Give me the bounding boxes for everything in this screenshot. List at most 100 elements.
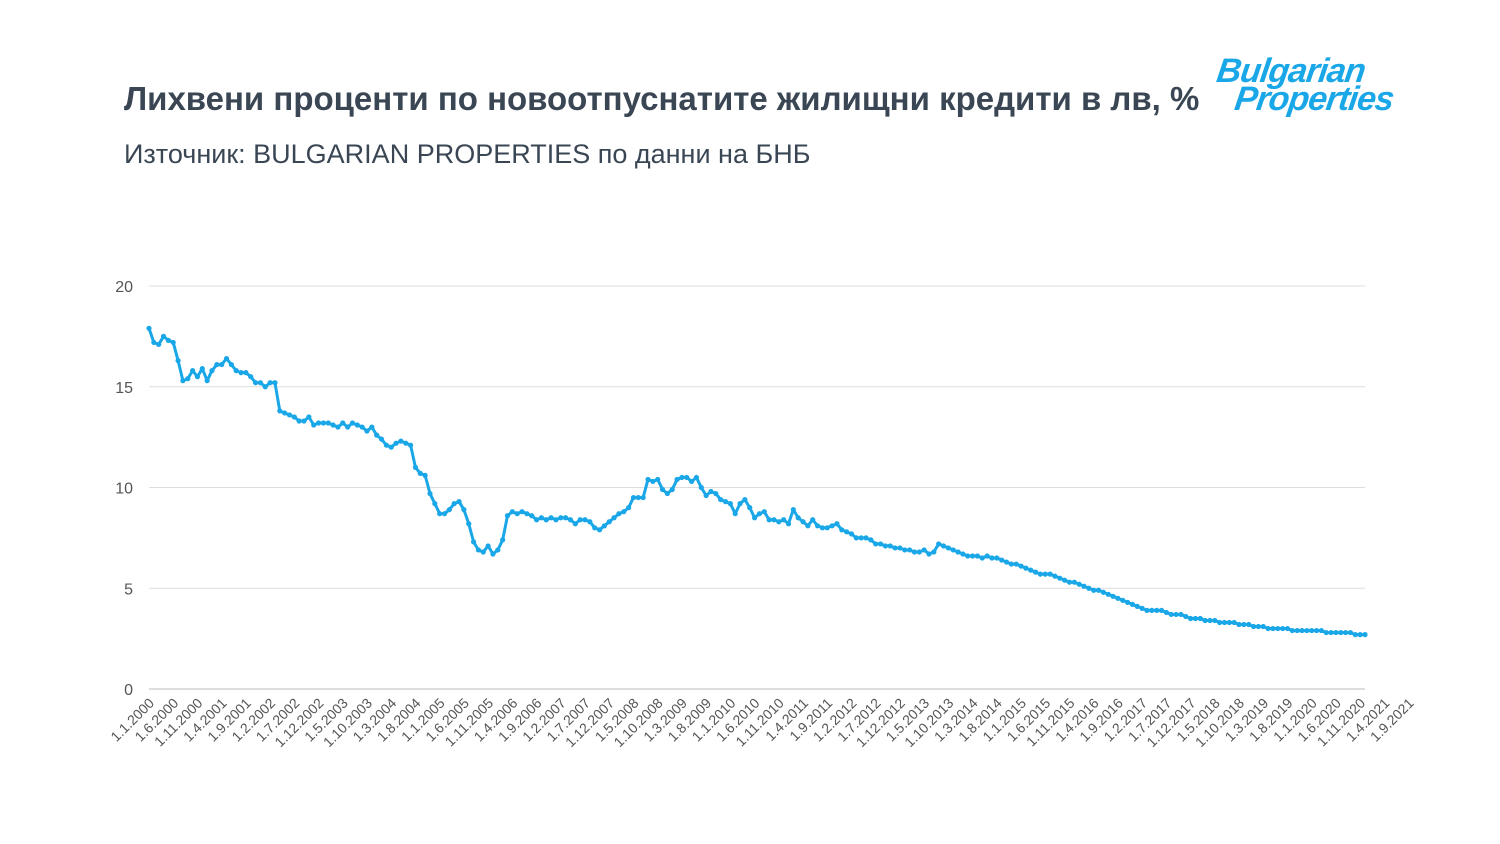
data-point (1280, 625, 1286, 632)
data-point (291, 414, 297, 420)
data-point (805, 523, 811, 529)
chart-subtitle: Източник: BULGARIAN PROPERTIES по данни … (124, 139, 811, 169)
data-point (228, 361, 234, 368)
data-point (1236, 621, 1242, 628)
data-point (272, 380, 278, 386)
data-point (1062, 577, 1068, 583)
data-point (1081, 583, 1087, 589)
data-point (1149, 607, 1155, 614)
data-point (238, 370, 244, 376)
data-point (766, 517, 772, 523)
data-point (1352, 632, 1358, 638)
data-point (689, 478, 695, 485)
data-point (451, 501, 457, 507)
data-point (1032, 569, 1039, 575)
data-point (286, 412, 293, 418)
data-point (524, 511, 530, 517)
data-point (257, 380, 264, 386)
data-point (703, 492, 709, 499)
data-point (1202, 617, 1208, 624)
data-point (1042, 571, 1048, 577)
data-point (819, 525, 826, 531)
data-point (262, 384, 268, 390)
data-point (621, 509, 627, 515)
data-point (543, 517, 549, 523)
data-point (839, 527, 845, 533)
data-point (950, 547, 956, 553)
data-point (180, 378, 186, 384)
data-point (1304, 627, 1310, 634)
data-point (984, 553, 990, 559)
data-point (776, 519, 782, 525)
data-point (635, 494, 641, 501)
data-point (596, 527, 603, 533)
data-point (931, 549, 937, 555)
data-point (1134, 603, 1140, 609)
data-point (1158, 607, 1165, 614)
data-point (538, 515, 545, 521)
data-point (824, 525, 830, 531)
data-point (868, 537, 874, 543)
data-point (756, 511, 763, 517)
data-point (325, 420, 331, 426)
data-point (814, 523, 821, 529)
data-point (1057, 575, 1063, 581)
data-point (374, 432, 380, 438)
data-point (529, 513, 535, 519)
data-point (398, 438, 404, 444)
data-point (160, 333, 167, 339)
data-point (577, 517, 583, 523)
data-point (921, 547, 927, 553)
data-point (582, 517, 588, 523)
data-point (742, 496, 748, 503)
data-point (364, 428, 370, 434)
data-point (248, 374, 254, 380)
data-point (403, 440, 409, 446)
data-point (994, 555, 1000, 561)
data-point (1212, 617, 1218, 624)
data-point (165, 337, 171, 343)
data-point (214, 361, 220, 368)
data-point (655, 476, 661, 483)
data-point (800, 519, 806, 525)
data-point (1091, 587, 1097, 593)
data-point (563, 515, 569, 521)
data-point (940, 543, 947, 549)
data-point (422, 472, 428, 479)
data-point (790, 507, 796, 513)
data-point (955, 549, 961, 555)
data-point (320, 420, 327, 426)
data-point (669, 486, 675, 493)
data-point (974, 553, 981, 559)
data-point (592, 525, 598, 531)
data-point (359, 424, 365, 430)
data-point (315, 420, 322, 426)
data-point (412, 464, 419, 470)
data-point (1115, 595, 1121, 601)
data-point (863, 535, 869, 541)
data-point (504, 513, 511, 519)
data-point (1328, 629, 1334, 636)
data-point (190, 368, 196, 374)
data-point (1284, 625, 1291, 632)
data-point (1294, 627, 1300, 634)
data-point (1018, 563, 1024, 569)
data-point (209, 368, 215, 374)
data-point (1318, 627, 1324, 634)
data-point (892, 545, 898, 551)
data-point (650, 478, 656, 485)
data-point (495, 547, 501, 553)
data-point (1076, 581, 1082, 587)
data-point (611, 515, 617, 521)
y-tick-label: 15 (115, 380, 133, 397)
data-point (897, 545, 903, 551)
data-point (960, 551, 966, 557)
data-point (1270, 625, 1276, 632)
data-point (684, 474, 690, 481)
data-point (877, 541, 884, 547)
data-point (417, 470, 423, 476)
data-point (1052, 573, 1058, 579)
data-point (626, 505, 632, 511)
data-point (722, 499, 729, 505)
